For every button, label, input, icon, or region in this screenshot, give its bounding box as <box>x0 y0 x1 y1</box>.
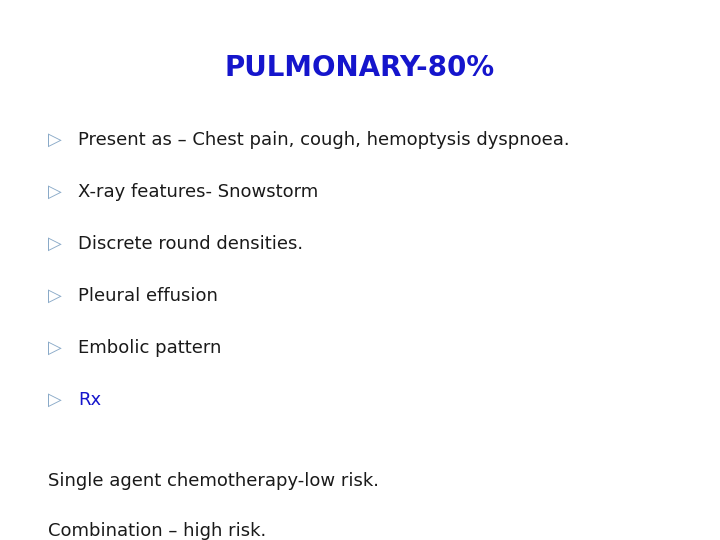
Text: X-ray features- Snowstorm: X-ray features- Snowstorm <box>78 183 318 201</box>
Text: Pleural effusion: Pleural effusion <box>78 287 218 305</box>
Text: ▷: ▷ <box>48 235 62 253</box>
Text: Present as – Chest pain, cough, hemoptysis dyspnoea.: Present as – Chest pain, cough, hemoptys… <box>78 131 570 149</box>
Text: ▷: ▷ <box>48 391 62 409</box>
Text: ▷: ▷ <box>48 183 62 201</box>
Text: Single agent chemotherapy-low risk.: Single agent chemotherapy-low risk. <box>48 472 379 490</box>
Text: ▷: ▷ <box>48 131 62 149</box>
Text: ▷: ▷ <box>48 287 62 305</box>
Text: Combination – high risk.: Combination – high risk. <box>48 522 266 540</box>
Text: Embolic pattern: Embolic pattern <box>78 339 221 357</box>
Text: Discrete round densities.: Discrete round densities. <box>78 235 303 253</box>
Text: PULMONARY-80%: PULMONARY-80% <box>225 54 495 82</box>
Text: Rx: Rx <box>78 391 101 409</box>
Text: ▷: ▷ <box>48 339 62 357</box>
